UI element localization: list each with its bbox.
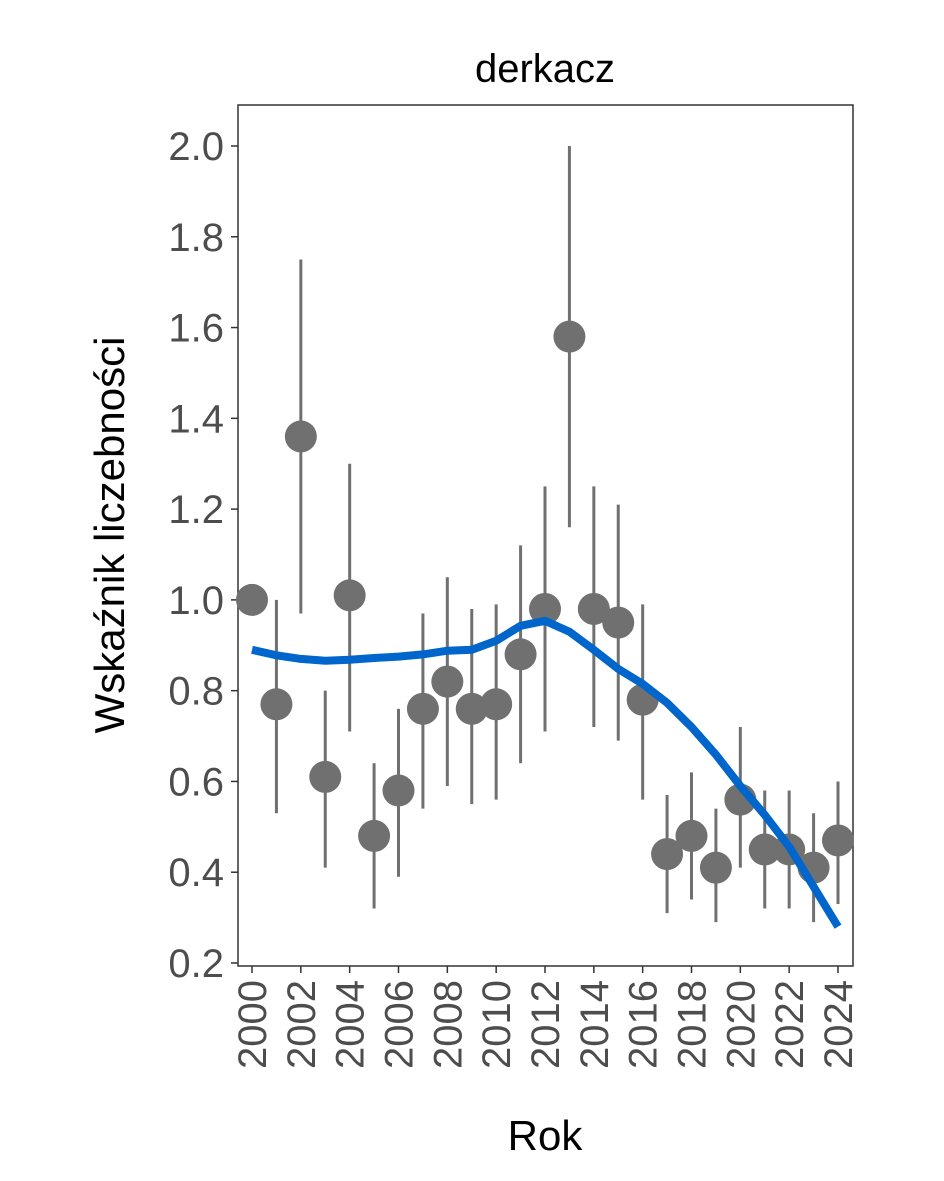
data-point [309, 760, 342, 793]
y-tick-label: 1.0 [168, 579, 224, 623]
data-point [260, 688, 293, 721]
y-tick-label: 0.2 [168, 942, 224, 986]
y-tick-label: 1.6 [168, 307, 224, 351]
x-tick-label: 2004 [329, 980, 373, 1069]
data-point [602, 606, 635, 639]
data-point [529, 592, 561, 625]
x-tick-label: 2012 [524, 980, 568, 1069]
x-tick-label: 2020 [719, 980, 763, 1069]
x-tick-label: 2006 [378, 980, 422, 1069]
data-point [748, 833, 781, 866]
data-point [431, 665, 464, 698]
data-point [480, 688, 513, 721]
y-tick-label: 0.8 [168, 670, 224, 714]
x-tick-label: 2002 [280, 980, 324, 1069]
data-point [553, 320, 586, 353]
data-point [236, 583, 268, 616]
trend-line [251, 616, 842, 929]
data-point [284, 420, 317, 453]
y-tick-label: 1.2 [168, 488, 224, 532]
data-point [675, 819, 708, 852]
data-point [382, 774, 415, 807]
x-tick-label: 2018 [671, 980, 715, 1069]
y-tick-label: 1.4 [168, 397, 224, 441]
x-tick-label: 2008 [426, 980, 470, 1069]
y-tick-label: 0.6 [168, 760, 224, 804]
data-point [406, 692, 439, 725]
y-tick-label: 2.0 [168, 125, 224, 169]
y-tick-label: 0.4 [168, 851, 224, 895]
data-point [651, 838, 684, 871]
x-tick-label: 2010 [475, 980, 519, 1069]
data-point [822, 824, 854, 857]
x-tick-label: 2024 [817, 980, 861, 1069]
x-axis-label: Rok [508, 1112, 584, 1159]
data-point [358, 819, 391, 852]
x-tick-label: 2022 [768, 980, 812, 1069]
x-tick-label: 2000 [231, 980, 275, 1069]
data-point [455, 692, 488, 725]
data-point [333, 579, 366, 612]
x-tick-label: 2016 [622, 980, 666, 1069]
data-point [699, 851, 732, 884]
data-point [504, 638, 537, 671]
data-point [577, 592, 610, 625]
chart-title: derkacz [475, 47, 615, 91]
y-tick-label: 1.8 [168, 216, 224, 260]
y-axis-label: Wskaźnik liczebności [86, 337, 133, 734]
x-tick-label: 2014 [573, 980, 617, 1069]
